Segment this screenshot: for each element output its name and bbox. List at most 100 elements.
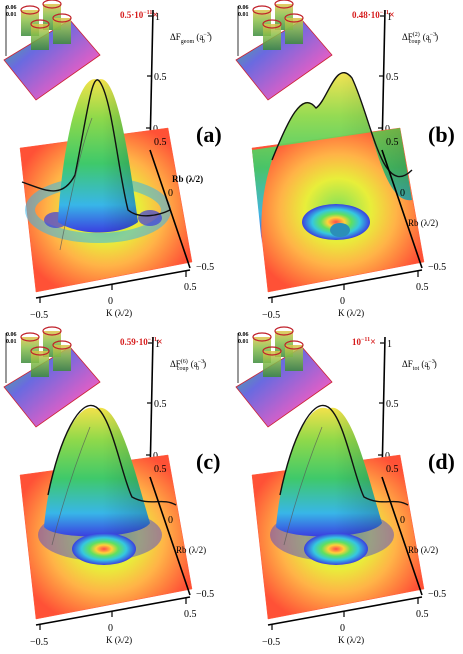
z-unit-open: (a (196, 32, 203, 42)
inset-tube (263, 24, 281, 50)
z-tick-label: 1 (155, 339, 160, 350)
mesh-line (51, 426, 91, 546)
profile-curve (21, 79, 171, 217)
mesh-line (59, 117, 93, 251)
scale-mantissa: 0.59·10 (120, 337, 148, 347)
profile-curve (47, 404, 177, 506)
z-title-sub: coup (177, 366, 189, 372)
rb-tick-label: −0.5 (196, 589, 214, 600)
inset-tube (53, 345, 71, 371)
z-unit-open: (a (191, 359, 198, 369)
inset-tube-rim (30, 19, 50, 29)
k-axis (267, 596, 423, 626)
k-axis (35, 596, 191, 626)
z-title-main: ΔF (402, 359, 413, 369)
inset-tube (31, 351, 49, 377)
blue-dimple (138, 210, 162, 226)
k-axis (267, 269, 423, 299)
scale-mantissa: 0.5·10 (120, 10, 144, 20)
scale-times: × (389, 10, 395, 21)
z-title-sup: (2) (413, 31, 420, 38)
k-tick-label: −0.5 (262, 310, 280, 321)
peak-shading (276, 407, 382, 537)
z-unit-sub: 0 (196, 366, 199, 372)
inset-tick-top: 0.06 (6, 5, 17, 11)
z-unit-open: (a (423, 32, 430, 42)
inset-tube-rim (30, 346, 50, 356)
panel-a: 0.060.010.5·10−11×10.50ΔFgeom (a−30)(a)0… (3, 0, 222, 321)
z-axis (149, 9, 154, 151)
z-tick-label: 1 (387, 12, 392, 23)
k-axis-title: K (λ/2) (338, 308, 364, 318)
inset-tube-rim (262, 346, 282, 356)
inset-surface: 0.060.01 (3, 0, 101, 101)
z-unit-open: (a (421, 359, 428, 369)
inset-tube-rim (52, 13, 72, 23)
scale-exponent: −11 (143, 10, 152, 16)
rb-tick-label: −0.5 (428, 262, 446, 273)
k-tick-label: 0 (108, 623, 113, 634)
z-title-main: ΔF (402, 32, 413, 42)
rb-tick-label: 0 (400, 188, 405, 199)
k-axis (35, 269, 191, 299)
rb-axis-title: Rb (λ/2) (408, 545, 438, 555)
panel-letter: (d) (428, 449, 455, 474)
k-tick-label: −0.5 (30, 310, 48, 321)
rb-tick-label: 0.5 (386, 464, 399, 475)
z-title-main: ΔF (170, 32, 181, 42)
inset-tick-low: 0.01 (238, 12, 249, 18)
inset-tube (263, 351, 281, 377)
z-axis (381, 9, 386, 151)
k-tick-label: −0.5 (262, 637, 280, 648)
scale-mantissa: 0.48·10 (352, 10, 380, 20)
z-unit-close: ) (435, 32, 438, 42)
z-unit-sup: −3 (428, 359, 434, 365)
inset-surface: 0.060.01 (3, 326, 101, 428)
z-unit-sup: −3 (198, 359, 204, 365)
rb-tick-label: 0 (168, 515, 173, 526)
z-tick-label: 1 (387, 339, 392, 350)
panel-c: 0.060.010.59·10−11×10.50ΔF(6)coup (a−30)… (3, 326, 220, 648)
z-unit-close: ) (203, 359, 206, 369)
z-unit-close: ) (434, 359, 437, 369)
z-tick-label: 0.5 (154, 72, 167, 83)
inset-tube-rim (262, 19, 282, 29)
rb-axis-title: Rb (λ/2) (408, 218, 438, 228)
k-tick-label: 0.5 (184, 609, 197, 620)
rb-axis (149, 476, 191, 596)
z-unit-sub: 0 (202, 39, 205, 45)
panel-letter: (b) (428, 122, 455, 147)
mesh-line (283, 426, 323, 546)
inset-tick-top: 0.06 (6, 332, 17, 338)
inset-tube (31, 24, 49, 50)
z-axis (381, 336, 386, 478)
scale-mantissa: 10 (352, 337, 362, 347)
k-axis-title: K (λ/2) (338, 635, 364, 645)
inset-tube-rim (284, 13, 304, 23)
surface-shading (252, 72, 412, 246)
rb-axis-title: Rb (λ/2) (176, 545, 206, 555)
rb-tick-label: 0 (400, 515, 405, 526)
inset-tube-rim (42, 0, 62, 9)
inset-tube-rim (274, 0, 294, 9)
inset-floor (235, 19, 333, 101)
z-axis-title: ΔF(2) coup (a−3 0) (402, 31, 438, 45)
k-tick-label: 0.5 (416, 609, 429, 620)
k-tick-label: 0 (340, 296, 345, 307)
scale-times: × (152, 10, 158, 21)
z-tick-label: 1 (155, 12, 160, 23)
z-title-main: ΔF (170, 359, 181, 369)
k-tick-label: 0.5 (184, 282, 197, 293)
inset-tick-top: 0.06 (238, 5, 249, 11)
z-tick-label: 0.5 (154, 399, 167, 410)
rb-axis (149, 149, 191, 269)
k-axis-title: K (λ/2) (106, 308, 132, 318)
z-unit-sub: 0 (428, 39, 431, 45)
panel-letter: (a) (196, 122, 222, 147)
scale-times: × (157, 337, 163, 348)
inset-tube-rim (52, 340, 72, 350)
z-axis-title: ΔFtot (a−3 0) (402, 359, 437, 372)
rb-tick-label: 0 (168, 188, 173, 199)
